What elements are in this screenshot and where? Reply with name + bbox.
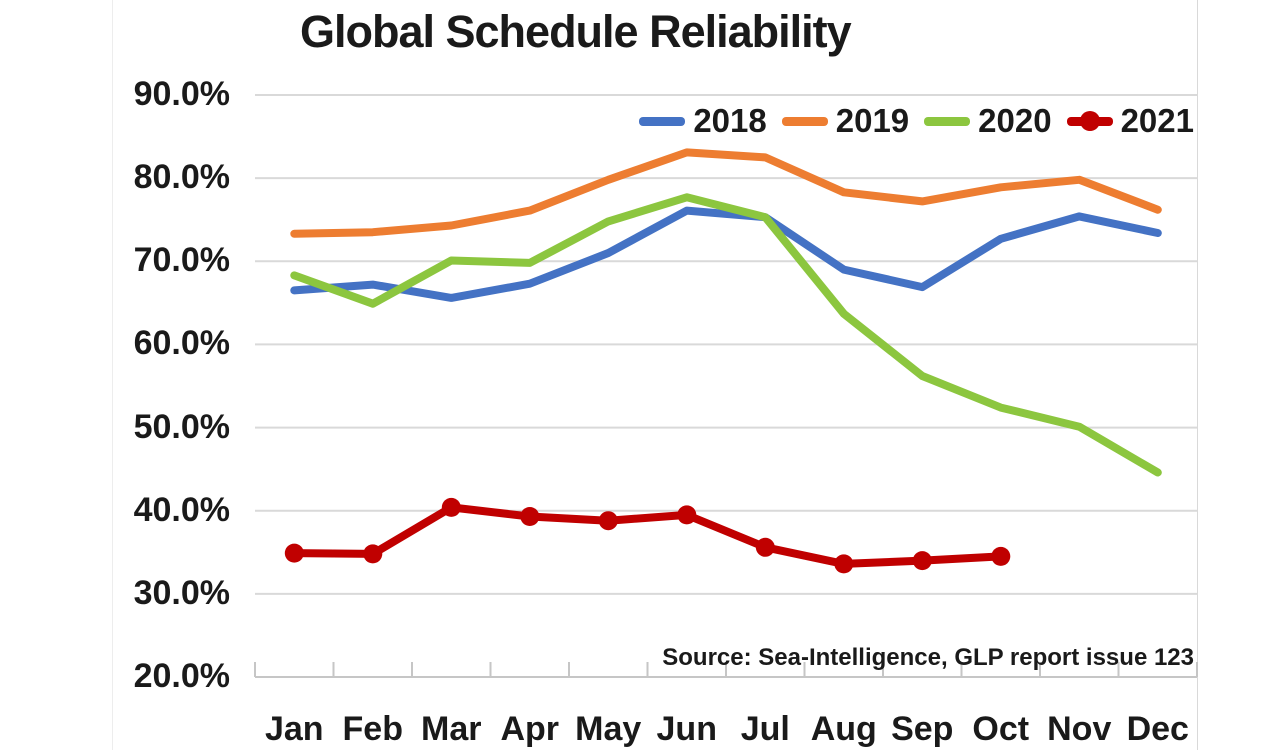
legend-item-2019: 2019 (781, 102, 910, 139)
y-tick-label-30.0pct: 30.0% (133, 573, 230, 612)
x-tick-label-oct: Oct (972, 710, 1030, 748)
chart-title: Global Schedule Reliability (300, 6, 852, 57)
y-tick-label-60.0pct: 60.0% (133, 324, 230, 363)
series-marker-2021-May (598, 511, 618, 531)
legend-label-2018: 2018 (693, 102, 767, 139)
series-line-2018 (290, 206, 1162, 302)
series-marker-2021-Sep (912, 551, 932, 571)
y-tick-label-90.0pct: 90.0% (133, 75, 230, 113)
y-tick-label-40.0pct: 40.0% (133, 490, 230, 529)
x-tick-label-jul: Jul (740, 710, 790, 748)
y-tick-label-80.0pct: 80.0% (133, 158, 230, 197)
series-marker-2021-Mar (441, 497, 461, 517)
x-tick-label-aug: Aug (810, 710, 877, 748)
chart-legend: 2018 2019 2020 2021 (639, 103, 1194, 139)
series-marker-2021-Apr (520, 507, 540, 526)
series-line-2020 (290, 193, 1162, 477)
y-tick-label-70.0pct: 70.0% (133, 241, 230, 280)
legend-swatch-icon-2019 (781, 116, 828, 126)
x-tick-label-dec: Dec (1126, 710, 1189, 748)
panel-left-border (112, 0, 113, 750)
legend-label-2020: 2020 (978, 102, 1052, 139)
legend-marker-dot-icon (1079, 111, 1100, 131)
legend-item-2021: 2021 (1066, 102, 1194, 139)
x-tick-label-jun: Jun (656, 710, 717, 748)
series-marker-2021-Jun (677, 505, 697, 525)
x-tick-label-mar: Mar (421, 710, 482, 748)
x-tick-label-nov: Nov (1047, 710, 1112, 748)
x-tick-label-feb: Feb (342, 710, 403, 748)
legend-label-2021: 2021 (1120, 102, 1194, 139)
y-tick-label-50.0pct: 50.0% (133, 407, 230, 446)
x-tick-label-sep: Sep (891, 710, 954, 748)
series-line-2019 (290, 148, 1162, 238)
panel-right-border (1197, 0, 1198, 750)
source-note: Source: Sea-Intelligence, GLP report iss… (662, 644, 1194, 671)
legend-label-2019: 2019 (835, 102, 910, 139)
series-line-2021 (290, 503, 1005, 568)
legend-swatch-icon-2020 (924, 116, 971, 126)
series-marker-2021-Feb (363, 544, 383, 564)
series-marker-2021-Jul (755, 537, 775, 557)
y-tick-label-20.0pct: 20.0% (133, 657, 230, 695)
legend-swatch-icon-2018 (639, 116, 686, 126)
x-tick-label-jan: Jan (264, 710, 324, 748)
legend-item-2018: 2018 (639, 102, 767, 139)
series-marker-2021-Jan (284, 543, 304, 563)
x-tick-label-apr: Apr (500, 710, 560, 748)
legend-item-2020: 2020 (924, 102, 1052, 139)
series-marker-2021-Aug (834, 554, 854, 574)
legend-swatch-icon-2021 (1066, 111, 1113, 131)
x-tick-label-may: May (575, 710, 642, 748)
series-marker-2021-Oct (991, 546, 1011, 566)
